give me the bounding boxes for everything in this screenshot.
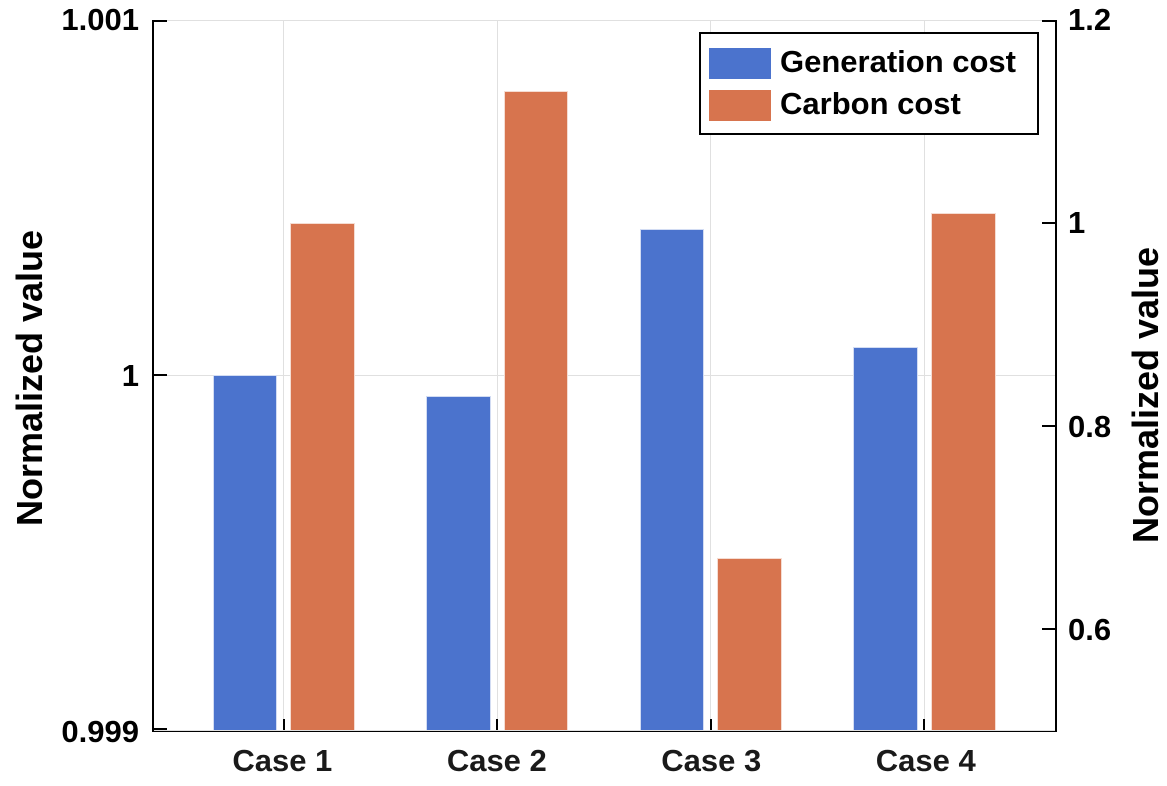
right-tick-label: 1.2 [1068, 2, 1112, 37]
left-tick-label: 0.999 [61, 714, 139, 749]
right-axis-title: Normalized value [1125, 246, 1166, 544]
right-axis-tick-mark [1042, 221, 1055, 224]
left-axis-tick-mark [154, 728, 167, 730]
right-tick-label: 0.8 [1068, 408, 1112, 444]
bar-generation-cost [853, 346, 918, 730]
legend: Generation cost Carbon cost [699, 32, 1039, 135]
x-axis-tick-mark [709, 719, 712, 730]
x-axis-tick-mark [282, 719, 285, 730]
left-axis-tick-mark [154, 374, 167, 376]
legend-swatch-carbon-cost [709, 89, 771, 121]
bar-generation-cost [212, 375, 278, 730]
left-axis-tick-mark [154, 20, 167, 22]
right-tick-label: 0.6 [1068, 612, 1112, 648]
x-category-label: Case 1 [232, 743, 333, 778]
bar-carbon-cost [503, 91, 569, 730]
gridline-horizontal [154, 374, 1055, 376]
bar-carbon-cost [930, 212, 996, 730]
bar-carbon-cost [290, 222, 355, 730]
legend-swatch-generation-cost [709, 47, 771, 79]
legend-item: Carbon cost [709, 84, 1029, 126]
bar-generation-cost [639, 229, 705, 730]
bar-generation-cost [426, 396, 491, 730]
right-axis-tick-mark [1042, 20, 1055, 22]
right-axis-tick-mark [1042, 627, 1055, 630]
right-tick-label: 1 [1068, 205, 1086, 241]
x-category-label: Case 2 [446, 743, 547, 778]
x-category-label: Case 3 [661, 743, 762, 778]
gridline-horizontal [154, 19, 1055, 21]
right-axis-tick-mark [1042, 424, 1055, 427]
left-tick-label: 1.001 [61, 2, 139, 37]
left-tick-label: 1 [121, 358, 139, 393]
legend-label: Carbon cost [780, 86, 961, 121]
legend-label: Generation cost [780, 44, 1016, 79]
x-axis-tick-mark [496, 719, 499, 730]
bar-carbon-cost [717, 557, 782, 730]
gridline-horizontal [154, 729, 1055, 731]
plot-area: Generation cost Carbon cost [152, 19, 1057, 732]
x-category-label: Case 4 [875, 743, 976, 778]
legend-item: Generation cost [709, 42, 1029, 84]
x-axis-tick-mark [923, 719, 926, 730]
